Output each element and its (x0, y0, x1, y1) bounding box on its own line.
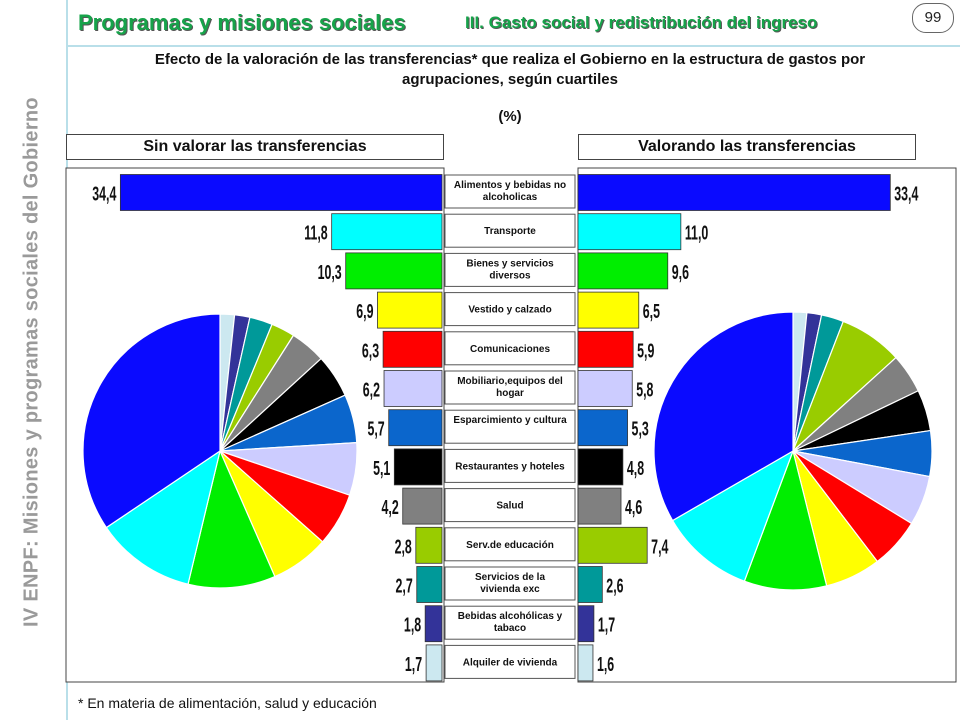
category-box (444, 488, 576, 523)
bar-left (388, 409, 443, 447)
category-box (444, 566, 576, 601)
category-label: Esparcimiento y cultura (453, 415, 567, 426)
category-label: Bienes y servicios diversos (466, 258, 554, 281)
bar-left (402, 487, 443, 525)
pie-slice-right (743, 448, 828, 591)
bar-left (415, 526, 443, 564)
pie-slice-right (671, 449, 795, 582)
bar-right (577, 566, 603, 603)
header-divider (68, 45, 960, 47)
bar-left (425, 644, 443, 682)
bar-right (577, 487, 622, 525)
chart-unit: (%) (498, 108, 522, 125)
bar-value-label: 2,6 (606, 574, 623, 597)
bar-value-label: 4,2 (381, 496, 398, 519)
category-box (444, 605, 576, 640)
category-box (444, 527, 576, 562)
bar-value-label: 9,6 (672, 261, 689, 284)
category-box (444, 370, 576, 405)
bar-value-label: 5,1 (373, 457, 390, 480)
bar-right (577, 644, 594, 682)
bar-value-label: 6,3 (362, 339, 379, 362)
category-label: Restaurantes y hoteles (455, 461, 565, 472)
pie-slice-left (82, 313, 221, 529)
bar-value-label: 2,7 (396, 574, 413, 597)
category-label: Bebidas alcohólicas y tabaco (458, 611, 563, 634)
page-title: Programas y misiones sociales (78, 10, 406, 35)
category-box (444, 448, 576, 483)
bar-right (577, 213, 682, 251)
bar-value-label: 5,3 (632, 418, 649, 441)
category-box (444, 331, 576, 366)
bar-value-label: 6,9 (356, 300, 373, 323)
section-subtitle: III. Gasto social y redistribución del i… (465, 13, 818, 32)
footnote: * En materia de alimentación, salud y ed… (78, 695, 377, 711)
bar-right (577, 605, 595, 643)
category-label: Alquiler de vivienda (463, 657, 558, 668)
category-label: Comunicaciones (470, 344, 550, 355)
bar-value-label: 4,6 (625, 496, 642, 519)
bar-value-label: 6,2 (363, 378, 380, 401)
bar-value-label: 11,0 (685, 222, 708, 245)
panel-header-left: Sin valorar las transferencias (66, 134, 444, 160)
chart-title: Efecto de la valoración de las transfere… (154, 51, 866, 88)
category-label: Alimentos y bebidas no alcoholicas (454, 180, 566, 203)
category-label: Serv.de educación (466, 540, 554, 551)
category-label: Salud (496, 501, 523, 512)
bar-right (577, 370, 633, 407)
category-box (444, 409, 576, 444)
category-label: Vestido y calzado (468, 305, 551, 316)
bar-value-label: 34,4 (92, 182, 117, 205)
bar-value-label: 5,8 (636, 378, 653, 401)
bar-right (577, 448, 624, 486)
category-box (444, 292, 576, 327)
bar-left (424, 605, 443, 643)
bar-right (577, 252, 669, 290)
bar-left (119, 174, 443, 211)
bar-left (377, 291, 443, 329)
bar-value-label: 4,8 (627, 457, 644, 480)
bar-value-label: 6,5 (643, 300, 660, 323)
category-box (444, 644, 576, 679)
bar-value-label: 10,3 (318, 261, 342, 284)
bar-value-label: 1,6 (597, 653, 614, 676)
category-label: Servicios de la vivienda exc (475, 572, 545, 595)
category-label: Transporte (484, 226, 536, 237)
bar-value-label: 5,9 (637, 339, 654, 362)
category-box (444, 213, 576, 248)
bar-value-label: 1,7 (598, 614, 615, 637)
category-box (444, 174, 576, 209)
bar-right (577, 330, 634, 368)
bar-value-label: 5,7 (367, 418, 384, 441)
bar-value-label: 33,4 (894, 182, 919, 205)
bar-left (383, 370, 443, 407)
bar-right (577, 409, 628, 447)
bar-value-label: 11,8 (304, 222, 327, 245)
bar-left (416, 566, 443, 603)
bar-left (345, 252, 443, 290)
bar-value-label: 2,8 (395, 535, 412, 558)
pie-slice-left (187, 449, 276, 589)
bar-right (577, 526, 648, 564)
panel-header-right: Valorando las transferencias (578, 134, 916, 160)
bar-value-label: 1,8 (404, 614, 421, 637)
pie-slice-right (653, 311, 794, 522)
bar-value-label: 7,4 (651, 535, 669, 558)
pie-slice-left (105, 449, 221, 585)
page-number: 99 (912, 3, 954, 33)
bar-left (393, 448, 443, 486)
category-label: Mobiliario,equipos del hogar (457, 376, 563, 399)
category-box (444, 252, 576, 287)
bar-left (382, 330, 443, 368)
bar-value-label: 1,7 (405, 653, 422, 676)
bar-right (577, 291, 640, 329)
bar-right (577, 174, 891, 211)
bar-left (331, 213, 443, 251)
